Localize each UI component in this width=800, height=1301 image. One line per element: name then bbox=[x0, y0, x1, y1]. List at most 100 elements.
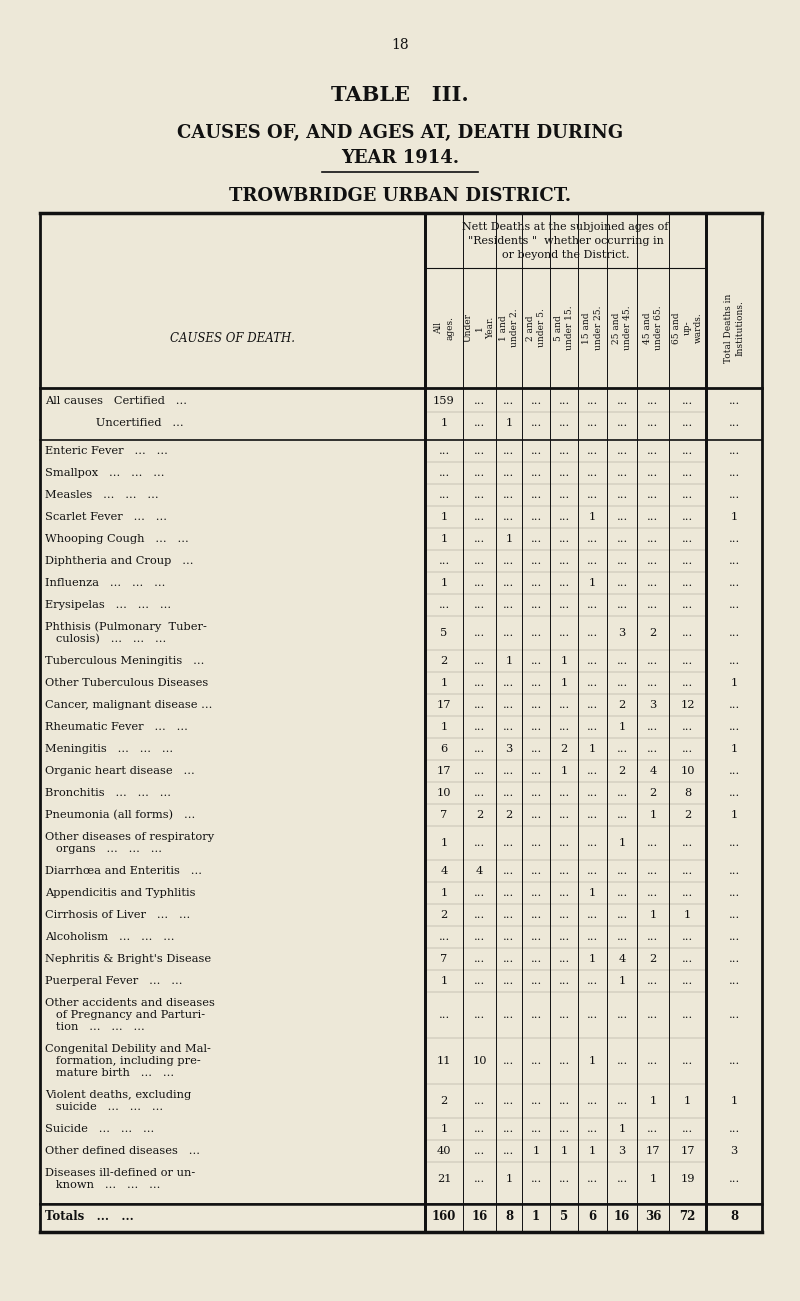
Text: 2: 2 bbox=[618, 700, 626, 710]
Text: 1: 1 bbox=[440, 838, 448, 848]
Text: ...: ... bbox=[474, 396, 485, 406]
Text: 4: 4 bbox=[618, 954, 626, 964]
Text: ...: ... bbox=[438, 446, 450, 455]
Text: ...: ... bbox=[558, 1124, 570, 1134]
Text: ...: ... bbox=[474, 600, 485, 610]
Text: ...: ... bbox=[682, 1124, 693, 1134]
Text: ...: ... bbox=[558, 889, 570, 898]
Text: ...: ... bbox=[503, 909, 514, 920]
Text: 10: 10 bbox=[472, 1056, 486, 1066]
Text: 1: 1 bbox=[532, 1210, 540, 1223]
Text: 2: 2 bbox=[440, 909, 448, 920]
Text: 1: 1 bbox=[730, 678, 738, 688]
Text: ...: ... bbox=[647, 1124, 658, 1134]
Text: ...: ... bbox=[558, 954, 570, 964]
Text: ...: ... bbox=[587, 766, 598, 775]
Text: ...: ... bbox=[587, 490, 598, 500]
Text: ...: ... bbox=[616, 418, 628, 428]
Text: ...: ... bbox=[474, 838, 485, 848]
Text: ...: ... bbox=[438, 490, 450, 500]
Text: Whooping Cough   ...   ...: Whooping Cough ... ... bbox=[45, 533, 189, 544]
Text: ...: ... bbox=[558, 468, 570, 477]
Text: ...: ... bbox=[474, 722, 485, 732]
Text: ...: ... bbox=[728, 700, 740, 710]
Text: All
ages.: All ages. bbox=[434, 316, 454, 340]
Text: 3: 3 bbox=[506, 744, 513, 755]
Text: Other diseases of respiratory
   organs   ...   ...   ...: Other diseases of respiratory organs ...… bbox=[45, 831, 214, 855]
Text: 2: 2 bbox=[440, 656, 448, 666]
Text: ...: ... bbox=[474, 556, 485, 566]
Text: ...: ... bbox=[587, 976, 598, 986]
Text: ...: ... bbox=[728, 866, 740, 876]
Text: ...: ... bbox=[530, 932, 542, 942]
Text: 7: 7 bbox=[440, 811, 448, 820]
Text: 159: 159 bbox=[433, 396, 455, 406]
Text: ...: ... bbox=[587, 446, 598, 455]
Text: 1: 1 bbox=[506, 418, 513, 428]
Text: ...: ... bbox=[530, 396, 542, 406]
Text: ...: ... bbox=[682, 418, 693, 428]
Text: ...: ... bbox=[530, 811, 542, 820]
Text: 1: 1 bbox=[440, 889, 448, 898]
Text: Alcoholism   ...   ...   ...: Alcoholism ... ... ... bbox=[45, 932, 174, 942]
Text: Under
1
Year.: Under 1 Year. bbox=[464, 314, 495, 342]
Text: ...: ... bbox=[587, 838, 598, 848]
Text: Other Tuberculous Diseases: Other Tuberculous Diseases bbox=[45, 678, 208, 688]
Text: CAUSES OF DEATH.: CAUSES OF DEATH. bbox=[170, 332, 295, 345]
Text: 11: 11 bbox=[437, 1056, 451, 1066]
Text: ...: ... bbox=[503, 490, 514, 500]
Text: 7: 7 bbox=[440, 954, 448, 964]
Text: ...: ... bbox=[558, 932, 570, 942]
Text: ...: ... bbox=[503, 678, 514, 688]
Text: ...: ... bbox=[474, 909, 485, 920]
Text: ...: ... bbox=[558, 628, 570, 637]
Text: ...: ... bbox=[503, 954, 514, 964]
Text: Nett Deaths at the subjoined ages of
"Residents "  whether occurring in
or beyon: Nett Deaths at the subjoined ages of "Re… bbox=[462, 222, 669, 260]
Text: 1: 1 bbox=[440, 578, 448, 588]
Text: 1: 1 bbox=[589, 1056, 596, 1066]
Text: 5: 5 bbox=[440, 628, 448, 637]
Text: ...: ... bbox=[647, 556, 658, 566]
Text: ...: ... bbox=[558, 578, 570, 588]
Text: 1: 1 bbox=[506, 1174, 513, 1184]
Text: ...: ... bbox=[587, 418, 598, 428]
Text: 1: 1 bbox=[560, 656, 568, 666]
Text: ...: ... bbox=[647, 578, 658, 588]
Text: ...: ... bbox=[474, 788, 485, 798]
Text: ...: ... bbox=[616, 1174, 628, 1184]
Text: ...: ... bbox=[503, 722, 514, 732]
Text: 8: 8 bbox=[684, 788, 691, 798]
Text: 1: 1 bbox=[560, 678, 568, 688]
Text: ...: ... bbox=[728, 446, 740, 455]
Text: Smallpox   ...   ...   ...: Smallpox ... ... ... bbox=[45, 468, 165, 477]
Text: ...: ... bbox=[587, 468, 598, 477]
Text: ...: ... bbox=[728, 1010, 740, 1020]
Text: 1: 1 bbox=[560, 1146, 568, 1157]
Text: 19: 19 bbox=[680, 1174, 694, 1184]
Text: Scarlet Fever   ...   ...: Scarlet Fever ... ... bbox=[45, 513, 167, 522]
Text: Puerperal Fever   ...   ...: Puerperal Fever ... ... bbox=[45, 976, 182, 986]
Text: ...: ... bbox=[503, 766, 514, 775]
Text: Cirrhosis of Liver   ...   ...: Cirrhosis of Liver ... ... bbox=[45, 909, 190, 920]
Text: ...: ... bbox=[438, 1010, 450, 1020]
Text: ...: ... bbox=[530, 866, 542, 876]
Text: 17: 17 bbox=[680, 1146, 694, 1157]
Text: 5 and
under 15.: 5 and under 15. bbox=[554, 306, 574, 350]
Text: Enteric Fever   ...   ...: Enteric Fever ... ... bbox=[45, 446, 168, 455]
Text: 1 and
under 2.: 1 and under 2. bbox=[499, 308, 519, 347]
Text: Bronchitis   ...   ...   ...: Bronchitis ... ... ... bbox=[45, 788, 171, 798]
Text: ...: ... bbox=[647, 446, 658, 455]
Text: Meningitis   ...   ...   ...: Meningitis ... ... ... bbox=[45, 744, 173, 755]
Text: 72: 72 bbox=[679, 1210, 696, 1223]
Text: ...: ... bbox=[503, 788, 514, 798]
Text: ...: ... bbox=[616, 788, 628, 798]
Text: 1: 1 bbox=[650, 1095, 657, 1106]
Text: ...: ... bbox=[616, 468, 628, 477]
Text: ...: ... bbox=[728, 578, 740, 588]
Text: ...: ... bbox=[587, 811, 598, 820]
Text: ...: ... bbox=[438, 932, 450, 942]
Text: 12: 12 bbox=[680, 700, 694, 710]
Text: 1: 1 bbox=[618, 838, 626, 848]
Text: ...: ... bbox=[558, 866, 570, 876]
Text: ...: ... bbox=[474, 976, 485, 986]
